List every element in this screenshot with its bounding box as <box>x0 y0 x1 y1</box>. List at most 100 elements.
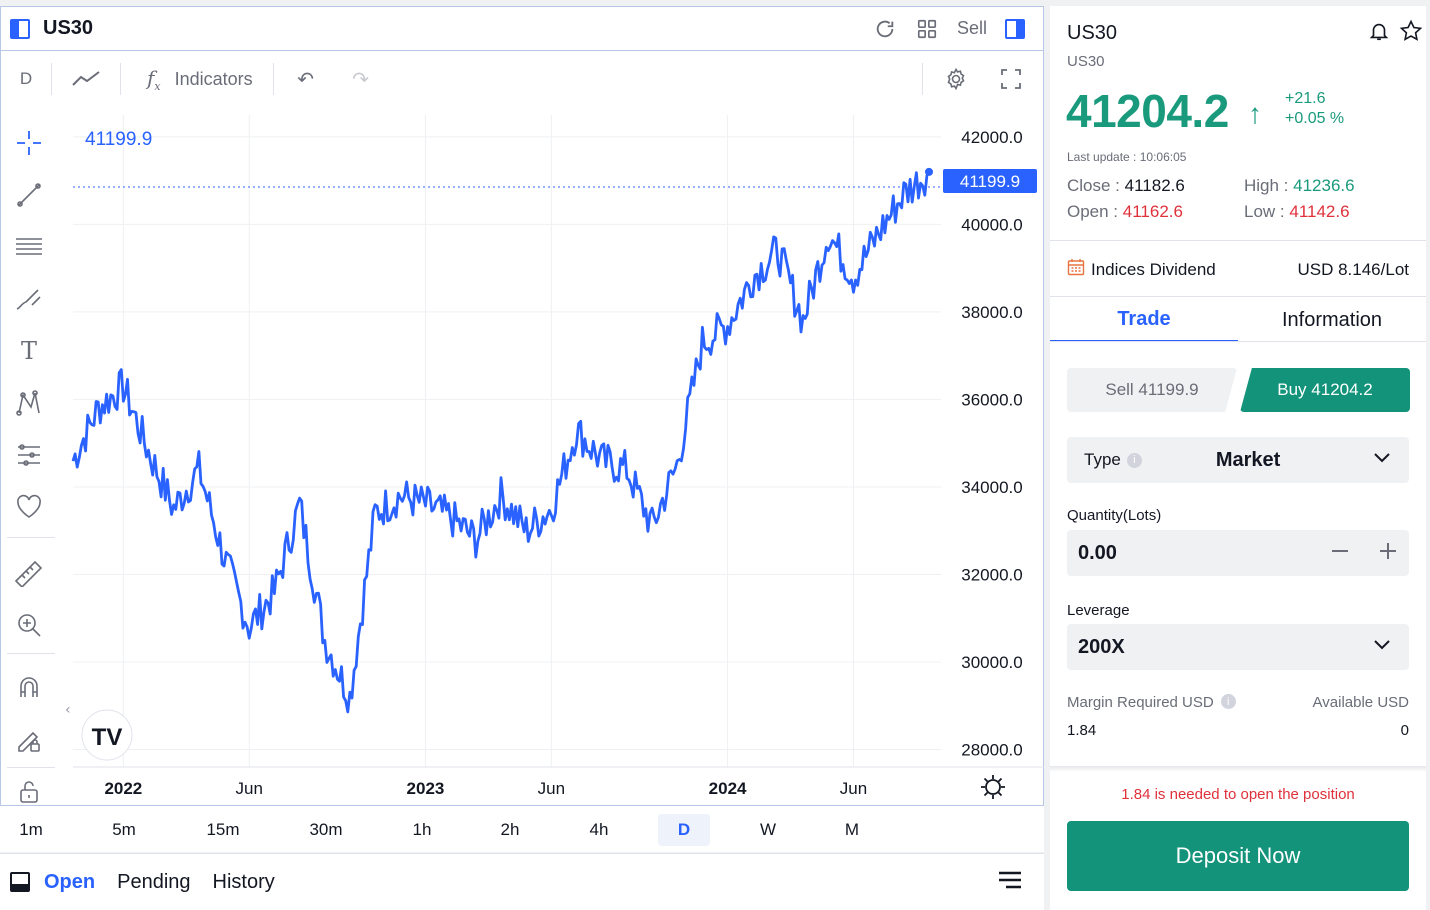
panel-toggle-icon[interactable] <box>10 18 30 39</box>
timeframe-m[interactable]: M <box>844 820 860 839</box>
indicators-button[interactable]: fx Indicators <box>121 51 273 107</box>
pattern-icon[interactable] <box>11 385 47 421</box>
high-label: High : <box>1244 176 1294 195</box>
fullscreen-icon[interactable] <box>989 51 1033 107</box>
price-tag: 41199.9 <box>943 169 1037 193</box>
change-absolute: +21.6 <box>1285 90 1326 107</box>
chart-type-icon[interactable] <box>52 51 120 107</box>
magnet-icon[interactable] <box>11 669 47 705</box>
lock-drawings-icon[interactable] <box>11 721 47 757</box>
brush-icon[interactable] <box>11 281 47 317</box>
y-tick-label: 36000.0 <box>961 390 1022 409</box>
y-tick-label: 34000.0 <box>961 478 1022 497</box>
trend-line-icon[interactable] <box>11 177 47 213</box>
order-panel: US30 US30 41204.2 ↑ +21.6 +0.05 % Last u… <box>1050 6 1426 910</box>
chevron-down-icon <box>1373 638 1391 656</box>
timeframe-4h[interactable]: 4h <box>589 820 609 839</box>
timeframe-15m[interactable]: 15m <box>206 820 240 839</box>
quantity-stepper[interactable]: 0.00 <box>1067 530 1409 576</box>
alert-bell-icon[interactable] <box>1368 20 1390 47</box>
low-label: Low : <box>1244 202 1290 221</box>
deposit-now-button[interactable]: Deposit Now <box>1067 821 1409 891</box>
order-type-select[interactable]: Type i Market <box>1067 437 1409 483</box>
low-stat: Low : 41142.6 <box>1244 202 1350 222</box>
toolbar-divider <box>922 63 923 95</box>
chevron-down-icon <box>1373 451 1391 469</box>
timeframe-bar: 1m 5m 15m 30m 1h 2h 4h D W M <box>0 806 1044 852</box>
info-icon[interactable]: i <box>1126 452 1142 468</box>
instrument-title: US30 <box>1067 22 1118 44</box>
timeframe-2h[interactable]: 2h <box>500 820 520 839</box>
unlock-icon[interactable] <box>11 773 47 809</box>
indicators-label: Indicators <box>174 68 253 89</box>
time-axis[interactable]: 2022 Jun 2023 Jun 2024 Jun <box>104 779 867 798</box>
leverage-value: 200X <box>1078 635 1125 658</box>
chart-panel: US30 Sell D fx Indicators <box>0 6 1044 806</box>
sell-button[interactable]: Sell 41199.9 <box>1067 368 1237 412</box>
menu-icon[interactable] <box>998 870 1022 895</box>
timeframe-1m[interactable]: 1m <box>19 820 43 839</box>
collapse-chevron-icon[interactable]: ‹ <box>65 702 71 718</box>
timeframe-w[interactable]: W <box>759 820 777 839</box>
settings-gear-icon[interactable] <box>923 51 989 107</box>
section-divider <box>1050 240 1426 241</box>
up-arrow-icon: ↑ <box>1248 98 1262 129</box>
fib-lines-icon[interactable] <box>11 229 47 265</box>
timeframe-d[interactable]: D <box>658 814 710 846</box>
margin-value: 1.84 <box>1067 722 1097 739</box>
y-tick-label: 28000.0 <box>961 740 1022 759</box>
interval-selector[interactable]: D <box>19 69 33 88</box>
chart-symbol: US30 <box>43 17 94 39</box>
high-value: 41236.6 <box>1293 176 1355 195</box>
x-tick-label: 2023 <box>407 779 445 798</box>
timeframe-1h[interactable]: 1h <box>412 820 432 839</box>
drawing-toolbar: T <box>1 107 57 807</box>
price-axis[interactable]: 42000.0 40000.0 38000.0 36000.0 34000.0 32000… <box>961 128 1022 760</box>
ruler-icon[interactable] <box>11 555 47 591</box>
tab-trade[interactable]: Trade <box>1050 298 1238 342</box>
plus-icon[interactable] <box>1379 542 1397 565</box>
info-icon[interactable]: i <box>1220 694 1236 709</box>
toolbar-divider <box>51 63 52 95</box>
timeframe-30m[interactable]: 30m <box>309 820 343 839</box>
tab-pending[interactable]: Pending <box>117 870 191 893</box>
tab-open[interactable]: Open <box>44 870 96 893</box>
undo-icon[interactable]: ↶ <box>297 68 315 91</box>
section-divider <box>1050 296 1426 297</box>
price-change: +21.6 +0.05 % <box>1285 89 1344 129</box>
toolbar-divider <box>120 63 121 95</box>
zoom-in-icon[interactable] <box>11 607 47 643</box>
quantity-input[interactable]: 0.00 <box>1078 541 1117 564</box>
crosshair-price-label: 41199.9 <box>85 129 152 150</box>
refresh-icon[interactable] <box>873 17 897 41</box>
text-tool-icon[interactable]: T <box>20 337 37 365</box>
layout-grid-icon[interactable] <box>915 17 939 41</box>
y-tick-label: 38000.0 <box>961 303 1022 322</box>
price-chart[interactable]: 42000.0 40000.0 38000.0 36000.0 34000.0 32000… <box>1 7 1045 807</box>
svg-text:TV: TV <box>92 724 123 751</box>
margin-values: 1.84 0 <box>1067 722 1409 739</box>
section-divider <box>1050 766 1426 772</box>
x-tick-label: 2022 <box>104 779 142 798</box>
leverage-select[interactable]: 200X <box>1067 624 1409 670</box>
tab-information[interactable]: Information <box>1281 308 1383 331</box>
buy-button[interactable]: Buy 41204.2 <box>1240 368 1410 412</box>
prediction-icon[interactable] <box>11 437 47 473</box>
axis-settings-icon[interactable] <box>981 775 1005 799</box>
redo-icon[interactable]: ↷ <box>352 68 370 91</box>
minus-icon[interactable] <box>1331 542 1349 565</box>
type-label: Type <box>1084 450 1121 469</box>
y-tick-label: 40000.0 <box>961 215 1022 234</box>
positions-panel-icon[interactable] <box>10 872 30 892</box>
tab-history[interactable]: History <box>212 870 275 893</box>
x-tick-label: 2024 <box>709 779 747 798</box>
crosshair-icon[interactable] <box>11 125 47 161</box>
sell-toggle-label[interactable]: Sell <box>956 18 987 38</box>
tool-divider <box>7 537 55 538</box>
favorites-heart-icon[interactable] <box>11 489 47 525</box>
tool-divider <box>7 653 55 654</box>
tool-divider <box>7 767 55 768</box>
favorite-star-icon[interactable] <box>1399 19 1423 48</box>
timeframe-5m[interactable]: 5m <box>112 820 136 839</box>
